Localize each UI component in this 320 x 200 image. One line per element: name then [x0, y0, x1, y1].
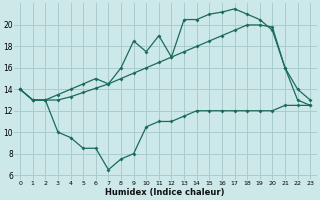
- X-axis label: Humidex (Indice chaleur): Humidex (Indice chaleur): [105, 188, 225, 197]
